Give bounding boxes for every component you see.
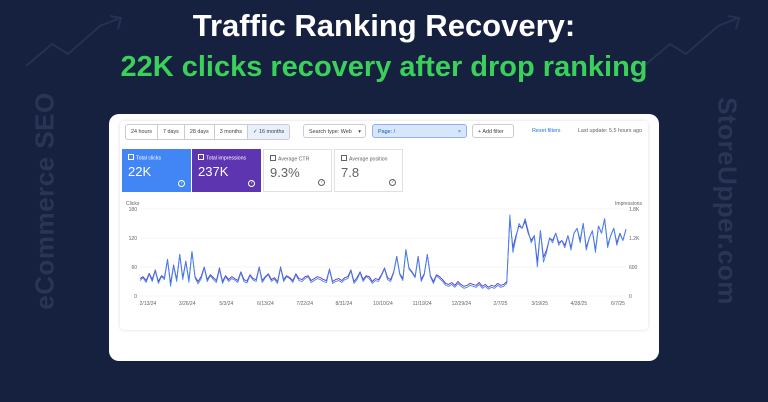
help-icon[interactable]: ? <box>178 180 185 187</box>
metric-value: 237K <box>198 164 229 179</box>
metric-average-ctr[interactable]: Average CTR 9.3% ? <box>263 149 332 192</box>
trend-arrow-left-decoration <box>25 15 123 67</box>
x-tick-label: 10/10/24 <box>373 301 393 307</box>
help-icon[interactable]: ? <box>318 179 325 186</box>
y-tick-label-left: 0 <box>134 294 137 300</box>
search-console-panel: 24 hours 7 days 28 days 3 months ✓ 16 mo… <box>120 121 648 330</box>
side-brand-right: StoreUpper.com <box>712 97 743 305</box>
y-tick-label-right: 600 <box>629 265 638 271</box>
range-16-months[interactable]: ✓ 16 months <box>247 125 290 139</box>
help-icon[interactable]: ? <box>248 180 255 187</box>
checkbox-icon <box>270 155 276 161</box>
right-axis-label: Impressions <box>615 201 642 207</box>
x-tick-label: 11/19/24 <box>413 301 432 307</box>
y-tick-label-right: 1.2K <box>629 236 640 242</box>
x-tick-label: 6/13/24 <box>257 301 274 307</box>
checkbox-checked-icon <box>128 154 134 160</box>
date-range-selector: 24 hours 7 days 28 days 3 months ✓ 16 mo… <box>125 124 291 140</box>
x-tick-label: 6/7/25 <box>611 301 625 307</box>
filter-toolbar: 24 hours 7 days 28 days 3 months ✓ 16 mo… <box>120 121 648 143</box>
metric-total-clicks[interactable]: Total clicks 22K ? <box>122 149 191 192</box>
series-line-impressions <box>139 218 627 288</box>
metric-value: 22K <box>128 164 152 179</box>
x-tick-label: 3/26/24 <box>179 301 196 307</box>
close-icon[interactable]: × <box>457 129 461 135</box>
x-tick-label: 4/28/25 <box>570 301 587 307</box>
series-line-clicks <box>139 214 627 290</box>
x-tick-label: 8/31/24 <box>335 301 352 307</box>
checkbox-icon <box>341 155 347 161</box>
x-tick-label: 3/19/25 <box>531 301 548 307</box>
add-filter-button[interactable]: + Add filter <box>472 124 514 138</box>
metric-value: 7.8 <box>341 165 360 180</box>
y-tick-label-left: 120 <box>129 236 138 242</box>
check-icon: ✓ <box>252 129 259 135</box>
screenshot-card: 24 hours 7 days 28 days 3 months ✓ 16 mo… <box>109 114 659 361</box>
left-axis-label: Clicks <box>126 201 140 207</box>
trend-arrow-right-decoration <box>643 15 741 67</box>
y-tick-label-right: 0 <box>629 294 632 300</box>
search-type-dropdown[interactable]: Search type: Web ▾ <box>303 124 366 138</box>
x-tick-label: 12/29/24 <box>452 301 472 307</box>
metric-average-position[interactable]: Average position 7.8 ? <box>334 149 403 192</box>
x-tick-label: 2/13/24 <box>140 301 157 307</box>
y-tick-label-left: 180 <box>129 207 138 213</box>
x-tick-label: 7/22/24 <box>296 301 313 307</box>
help-icon[interactable]: ? <box>389 179 396 186</box>
chevron-down-icon: ▾ <box>358 129 361 135</box>
range-28-days[interactable]: 28 days <box>185 125 215 139</box>
x-tick-label: 5/3/24 <box>219 301 233 307</box>
x-tick-label: 2/7/25 <box>494 301 508 307</box>
metric-value: 9.3% <box>270 165 300 180</box>
reset-filters-link[interactable]: Reset filters <box>532 128 561 134</box>
performance-chart: Clicks Impressions 180 1.8K 120 1.2K 60 600 0 0 2/… <box>120 199 648 319</box>
range-7-days[interactable]: 7 days <box>158 125 185 139</box>
y-tick-label-left: 60 <box>131 265 137 271</box>
subheadline: 22K clicks recovery after drop ranking <box>120 51 648 83</box>
last-update-text: Last update: 5.5 hours ago <box>577 128 642 134</box>
metric-total-impressions[interactable]: Total impressions 237K ? <box>192 149 261 192</box>
side-brand-left: eCommerce SEO <box>29 92 60 310</box>
checkbox-checked-icon <box>198 154 204 160</box>
page-filter-chip[interactable]: Page: / × <box>372 124 467 138</box>
y-tick-label-right: 1.8K <box>629 207 640 213</box>
range-24-hours[interactable]: 24 hours <box>126 125 158 139</box>
range-3-months[interactable]: 3 months <box>215 125 248 139</box>
headline: Traffic Ranking Recovery: <box>192 8 576 43</box>
